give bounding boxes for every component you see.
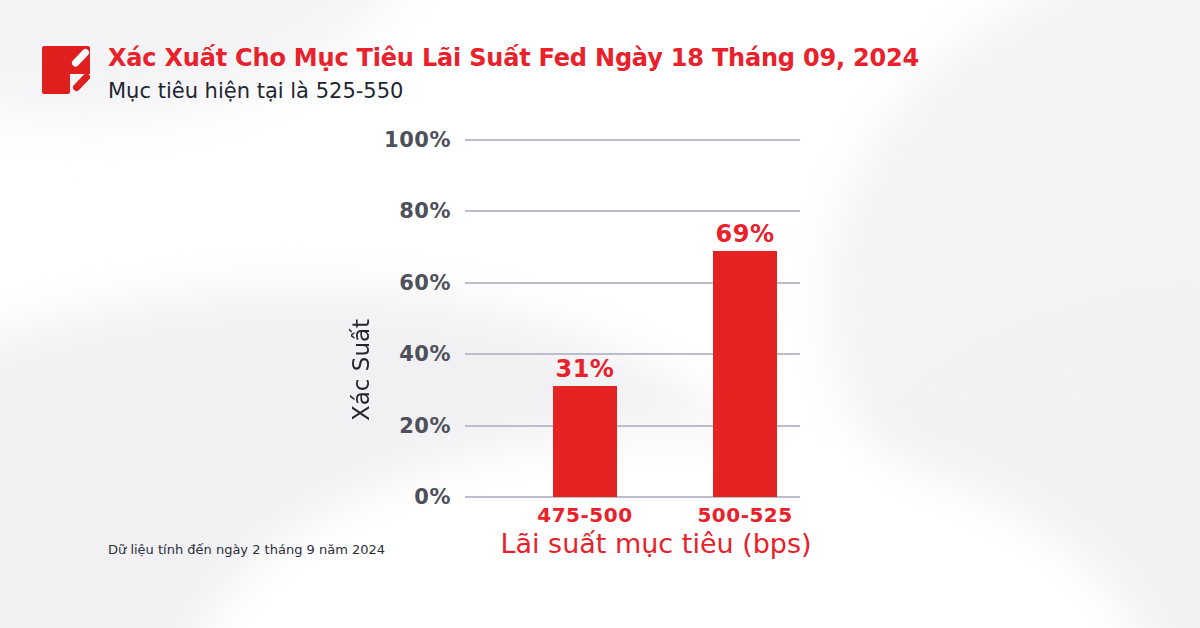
bar-475-500 bbox=[553, 386, 617, 497]
x-axis-title: Lãi suất mục tiêu (bps) bbox=[465, 528, 847, 559]
chart-subtitle: Mục tiêu hiện tại là 525-550 bbox=[108, 78, 403, 105]
y-tick-label-100: 100% bbox=[384, 128, 451, 152]
data-as-of-note: Dữ liệu tính đến ngày 2 tháng 9 năm 2024 bbox=[108, 542, 385, 557]
background-swoosh-right bbox=[850, 330, 1200, 628]
y-tick-label-0: 0% bbox=[414, 485, 451, 509]
background-swoosh-top-right bbox=[830, 0, 1200, 628]
gridline-80 bbox=[465, 210, 800, 212]
y-tick-label-60: 60% bbox=[399, 270, 451, 294]
brand-logo-icon bbox=[42, 46, 90, 94]
infographic-canvas: Xác Xuất Cho Mục Tiêu Lãi Suất Fed Ngày … bbox=[0, 0, 1200, 628]
chart-title: Xác Xuất Cho Mục Tiêu Lãi Suất Fed Ngày … bbox=[108, 44, 1008, 73]
y-axis-title: Xác Suất bbox=[344, 315, 378, 425]
y-tick-label-40: 40% bbox=[399, 342, 451, 366]
plot-area: 0%20%40%60%80%100%31%475-50069%500-525 bbox=[465, 140, 800, 497]
value-label-475-500: 31% bbox=[555, 355, 614, 383]
value-label-500-525: 69% bbox=[716, 220, 775, 248]
bar-500-525 bbox=[713, 251, 777, 497]
y-tick-label-80: 80% bbox=[399, 199, 451, 223]
category-label-500-525: 500-525 bbox=[697, 503, 792, 527]
category-label-475-500: 475-500 bbox=[537, 503, 632, 527]
gridline-100 bbox=[465, 139, 800, 141]
y-tick-label-20: 20% bbox=[399, 413, 451, 437]
